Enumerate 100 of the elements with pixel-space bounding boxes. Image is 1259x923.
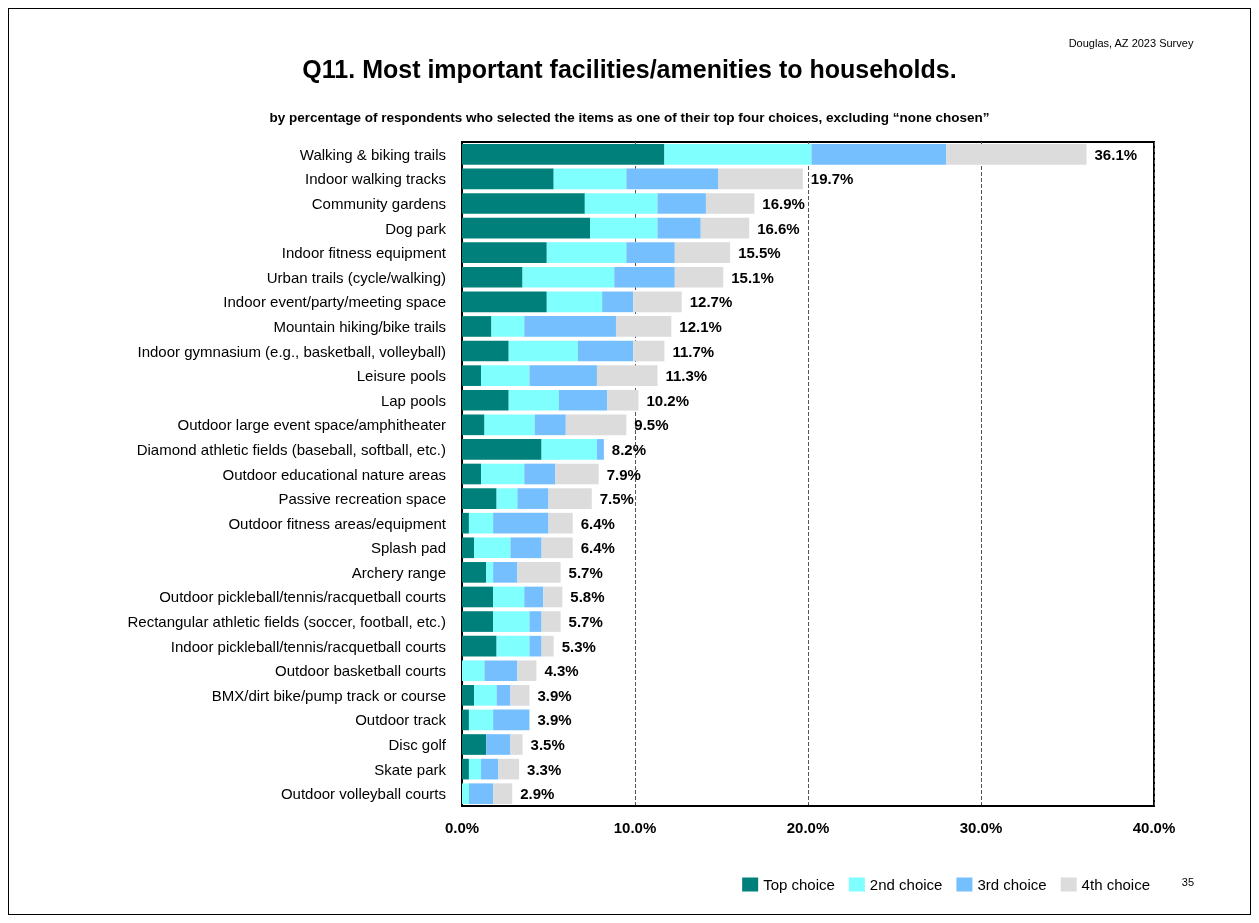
bar <box>462 562 487 583</box>
total-label: 12.1% <box>679 317 722 335</box>
bar <box>524 316 616 337</box>
total-label: 15.5% <box>738 244 781 262</box>
bar <box>577 340 634 362</box>
bar <box>510 685 530 706</box>
total-label: 15.1% <box>731 268 774 286</box>
bar <box>462 291 547 313</box>
bar <box>462 463 482 485</box>
bar <box>493 709 530 731</box>
bar <box>462 365 482 386</box>
total-label: 3.9% <box>537 711 572 729</box>
bar <box>462 488 497 509</box>
total-label: 7.5% <box>599 490 634 508</box>
bar <box>657 217 701 239</box>
bar <box>462 685 475 706</box>
bar <box>462 660 485 682</box>
total-label: 3.5% <box>530 736 565 754</box>
y-tick-label: Indoor walking tracks <box>305 170 446 188</box>
bar <box>493 512 549 534</box>
bar <box>468 512 494 534</box>
legend-label: 3rd choice <box>977 876 1047 893</box>
bar <box>529 635 542 657</box>
bar <box>462 709 469 731</box>
bar <box>626 168 719 190</box>
bar <box>596 439 604 460</box>
total-label: 16.6% <box>757 219 800 237</box>
bar <box>664 143 812 165</box>
bar <box>558 389 608 411</box>
y-tick-label: Skate park <box>374 760 447 778</box>
x-tick-label: 20.0% <box>786 819 830 836</box>
total-label: 11.3% <box>665 367 708 385</box>
x-tick-label: 10.0% <box>613 819 657 836</box>
y-tick-label: Diamond athletic fields (baseball, softball, etc.) <box>136 440 446 458</box>
bar <box>474 685 497 706</box>
total-label: 5.7% <box>568 613 603 631</box>
bar <box>508 340 578 362</box>
bar <box>633 340 665 362</box>
bar <box>462 414 485 436</box>
bar <box>484 660 518 682</box>
bar <box>493 586 525 608</box>
total-label: 6.4% <box>580 539 615 557</box>
bar <box>546 291 603 313</box>
bar <box>529 611 542 632</box>
bar <box>462 611 494 632</box>
y-tick-label: Dog park <box>385 219 447 237</box>
bar <box>496 685 511 706</box>
y-tick-label: Outdoor fitness areas/equipment <box>228 514 447 532</box>
bar <box>462 242 547 263</box>
y-tick-label: Outdoor volleyball courts <box>280 785 446 803</box>
bar <box>498 758 520 780</box>
total-label: 9.5% <box>634 416 669 434</box>
bar <box>590 217 658 239</box>
bar <box>946 143 1087 165</box>
bar <box>468 783 494 805</box>
legend-label: 2nd choice <box>869 876 943 893</box>
bar <box>541 635 554 657</box>
bar <box>468 758 482 780</box>
y-tick-label: Splash pad <box>370 539 446 557</box>
bar <box>700 217 750 239</box>
bar <box>496 635 530 657</box>
y-tick-label: Outdoor educational nature areas <box>222 465 446 483</box>
bar <box>524 586 544 608</box>
y-tick-label: Disc golf <box>388 736 447 754</box>
bar <box>534 414 566 436</box>
bar <box>462 537 475 559</box>
bar <box>524 463 556 485</box>
bar <box>555 463 599 485</box>
bar <box>462 783 469 805</box>
y-tick-label: Urban trails (cycle/walking) <box>266 268 446 286</box>
y-tick-label: Walking & biking trails <box>299 145 446 163</box>
bar <box>517 488 549 509</box>
bar <box>462 193 585 214</box>
bar <box>548 488 592 509</box>
bar <box>626 242 675 263</box>
bar <box>462 266 523 288</box>
y-tick-label: BMX/dirt bike/pump track or course <box>211 686 446 704</box>
bar <box>811 143 947 165</box>
y-tick-label: Outdoor basketball courts <box>275 662 446 680</box>
bar <box>486 734 511 755</box>
bar <box>462 734 487 755</box>
bar <box>481 758 499 780</box>
bar <box>486 562 494 583</box>
x-tick-label: 30.0% <box>959 819 1003 836</box>
y-tick-label: Indoor fitness equipment <box>281 244 447 262</box>
total-label: 6.4% <box>580 514 615 532</box>
total-label: 10.2% <box>646 391 690 409</box>
bar <box>462 340 509 362</box>
y-tick-label: Rectangular athletic fields (soccer, football, etc.) <box>127 613 446 631</box>
bar <box>508 389 559 411</box>
bar <box>541 439 597 460</box>
bar <box>481 365 530 386</box>
bar <box>462 439 542 460</box>
x-tick-label: 0.0% <box>444 819 480 836</box>
y-tick-label: Passive recreation space <box>278 490 446 508</box>
total-label: 3.9% <box>537 686 572 704</box>
bar <box>491 316 525 337</box>
bar <box>462 143 665 165</box>
total-label: 5.7% <box>568 563 603 581</box>
bar <box>517 660 537 682</box>
